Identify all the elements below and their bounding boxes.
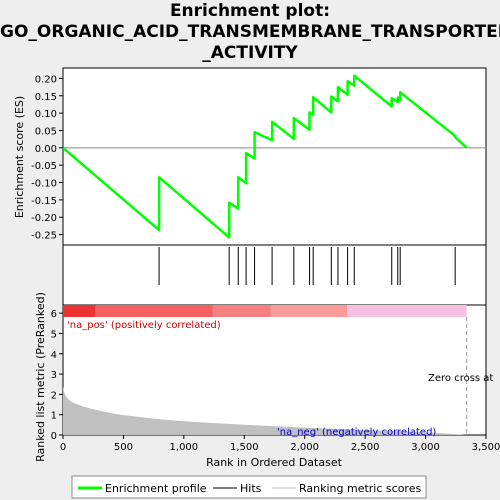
legend-metric-label: Ranking metric scores [299,482,421,495]
es-axis-label: Enrichment score (ES) [13,96,26,218]
x-tick-label: 1,000 [170,442,199,453]
es-y-tick-label: -0.20 [31,213,57,224]
es-layer [62,74,486,239]
metric-y-tick-label: 1 [51,411,57,422]
colorbar [63,305,467,317]
title-line-1: Enrichment plot: [169,1,331,21]
neg-label: 'na_neg' (negatively correlated) [277,427,436,438]
x-tick-label: 0 [60,442,66,453]
metric-y-tick-label: 3 [51,370,57,381]
x-axis-label: Rank in Ordered Dataset [206,456,343,469]
es-y-tick-label: -0.05 [31,161,57,172]
metric-y-tick-label: 4 [51,350,57,361]
colorbar-segment [270,305,348,317]
colorbar-segment [212,305,271,317]
enrichment-profile-line [62,74,468,239]
hits-layer [158,247,456,285]
metric-y-tick-label: 0 [51,431,57,442]
es-panel [62,67,487,246]
zero-cross-label: Zero cross at [428,373,493,384]
es-y-tick-label: 0.15 [35,92,57,103]
ranking-metric-area [63,386,467,435]
colorbar-segment [95,305,213,317]
legend-hits-label: Hits [240,482,262,495]
es-y-tick-label: -0.25 [31,231,57,242]
x-tick-label: 3,000 [411,442,440,453]
es-y-tick-label: 0.05 [35,126,57,137]
x-tick-label: 2,000 [290,442,319,453]
x-tick-label: 1,500 [230,442,259,453]
colorbar-segment [63,305,96,317]
es-y-tick-label: 0.00 [35,144,57,155]
title-line-3: _ACTIVITY [202,43,298,63]
es-y-tick-label: -0.15 [31,196,57,207]
colorbar-segment [347,305,467,317]
x-tick-label: 500 [114,442,133,453]
axes-layer: -0.25 -0.20 -0.15 -0.10 -0.05 0.00 0.05 0.10 0.1… [31,74,500,453]
legend-box [71,475,427,499]
metric-panel [62,304,487,436]
metric-y-tick-label: 6 [51,309,57,320]
es-y-tick-label: -0.10 [31,179,57,190]
x-tick-label: 3,500 [472,442,500,453]
hits-panel [62,244,487,306]
es-y-tick-label: 0.20 [35,74,57,85]
legend-profile-label: Enrichment profile [105,482,207,495]
x-tick-label: 2,500 [351,442,380,453]
metric-y-tick-label: 5 [51,329,57,340]
title-line-2: GO_ORGANIC_ACID_TRANSMEMBRANE_TRANSPORTE… [0,22,500,42]
metric-axis-label: Ranked list metric (PreRanked) [34,292,47,462]
es-y-tick-label: 0.10 [35,109,57,120]
metric-y-tick-label: 2 [51,390,57,401]
pos-label: 'na_pos' (positively correlated) [67,320,221,331]
legend: Enrichment profile Hits Ranking metric s… [71,475,427,499]
chart-title: Enrichment plot: GO_ORGANIC_ACID_TRANSME… [0,1,500,64]
metric-layer [63,317,468,435]
